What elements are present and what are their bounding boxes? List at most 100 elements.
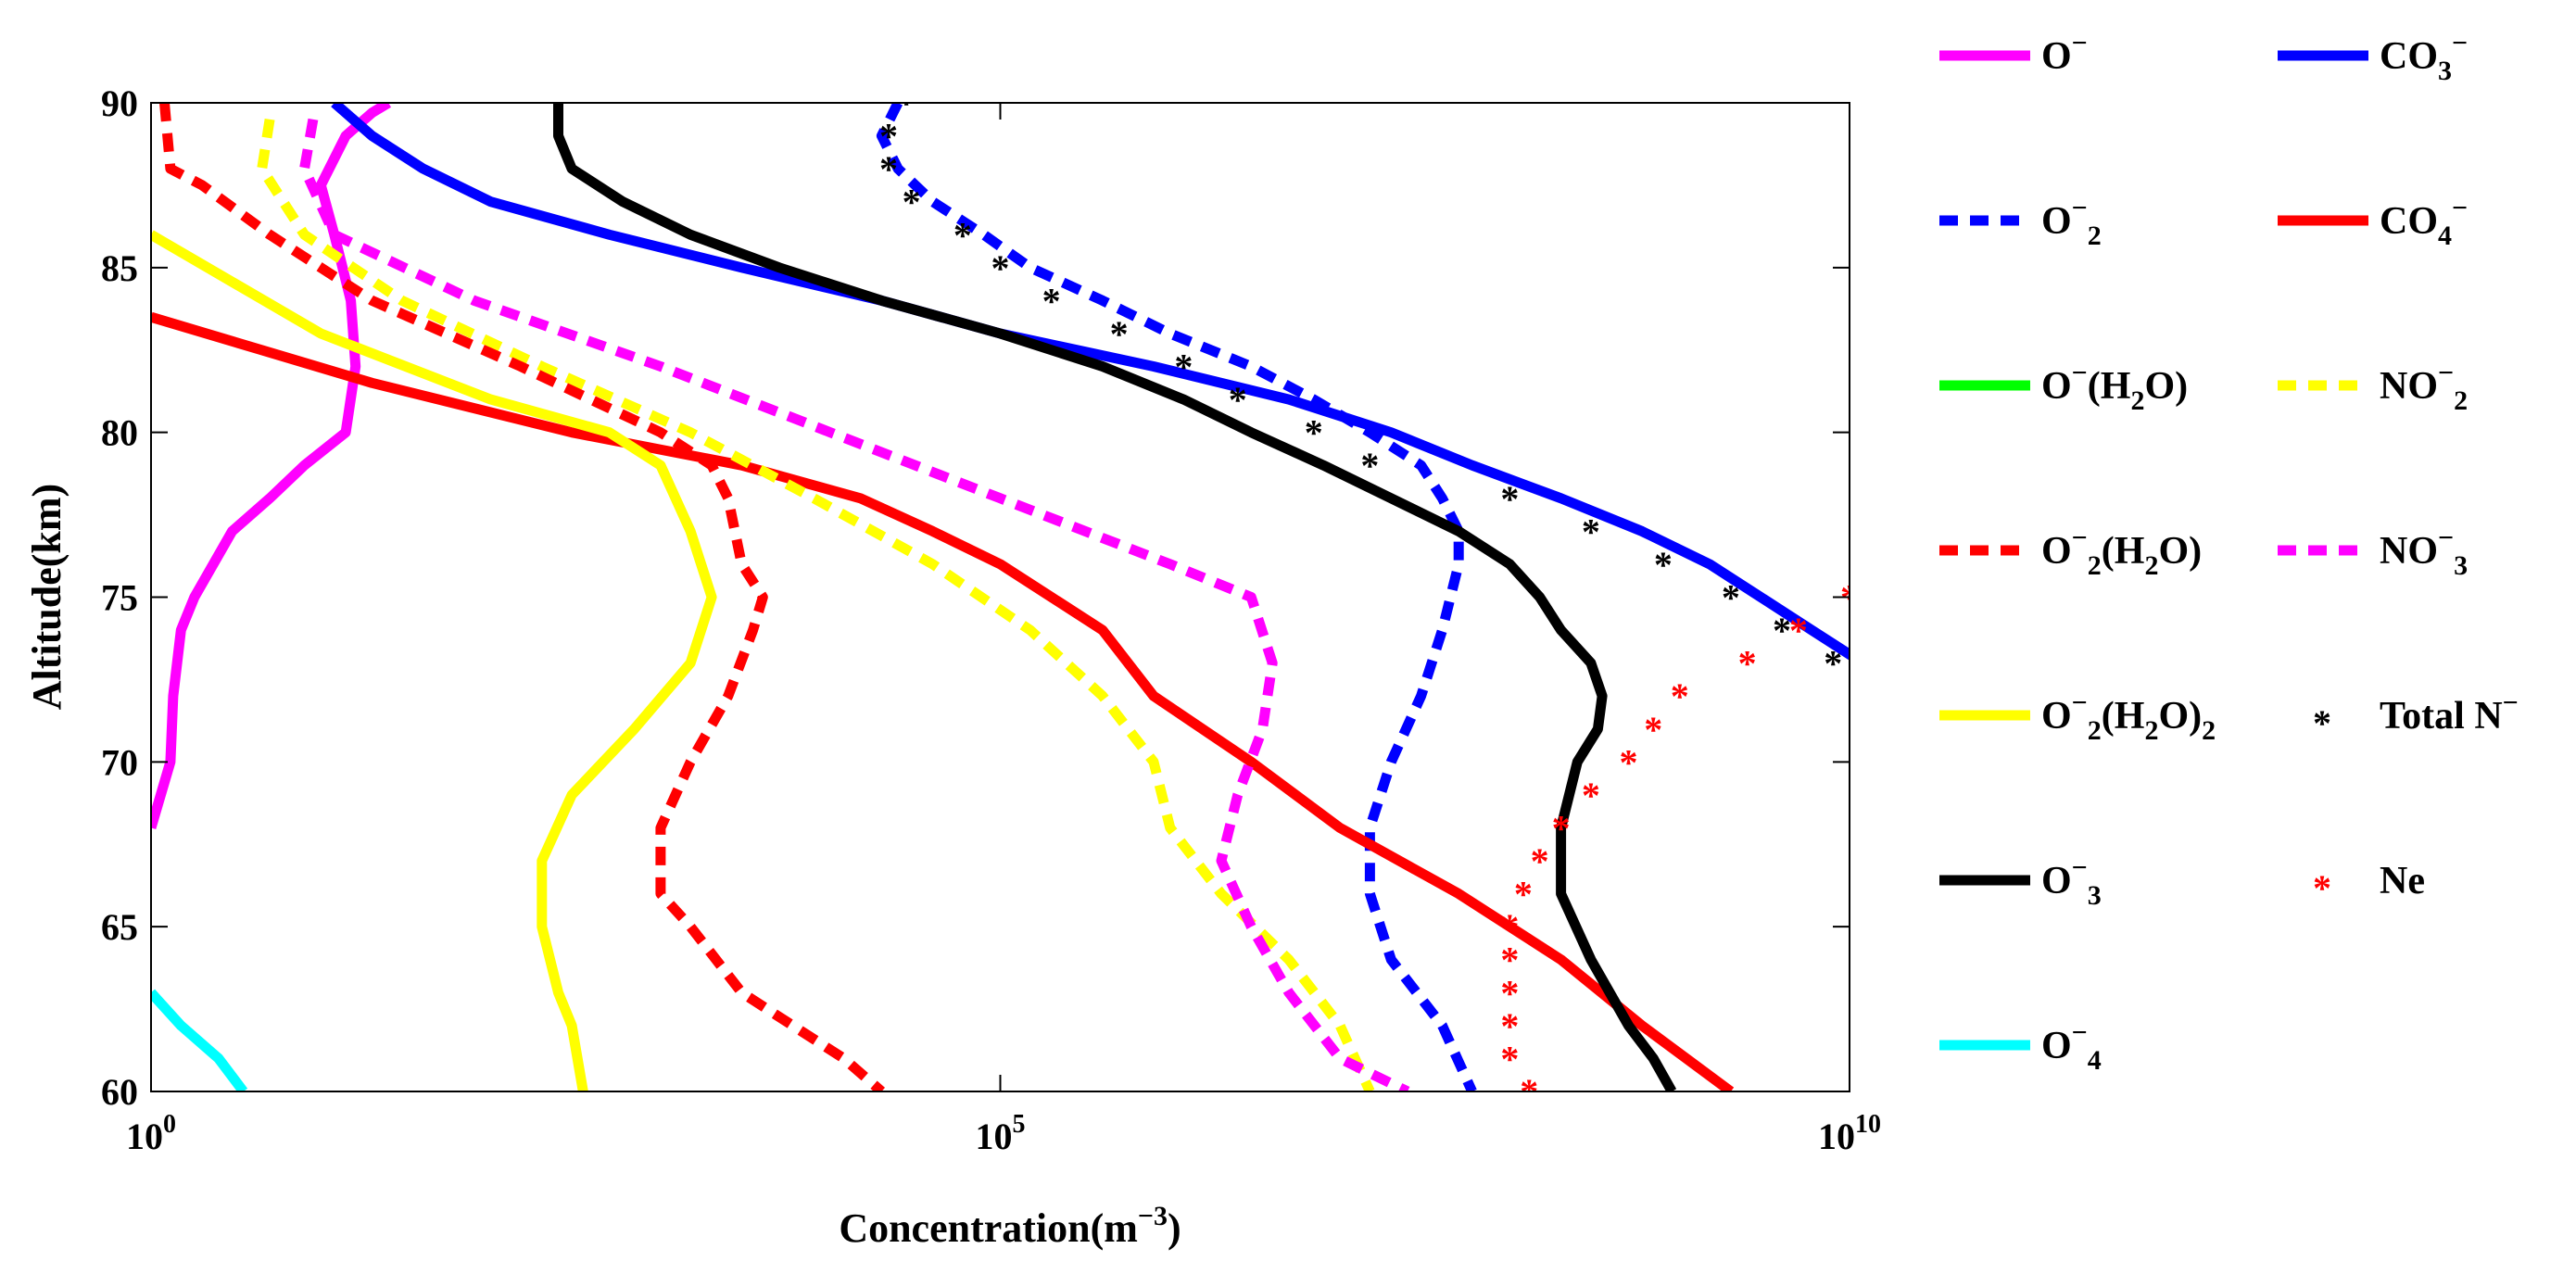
legend-label: O−2(H2O)2 [2041, 687, 2216, 746]
x-tick-label: 105 [976, 1110, 1026, 1157]
legend-label: O−2(H2O) [2041, 523, 2202, 581]
series-total_n: ******************************* [879, 103, 2096, 1113]
ne-marker: * [1789, 610, 1808, 651]
legend-item-o_minus: O− [1939, 28, 2088, 78]
x-tick-label: 1010 [1818, 1110, 1881, 1157]
o2_h2o-line [159, 103, 886, 1091]
no3_minus-line [299, 118, 1410, 1091]
ne-marker: * [1500, 906, 1519, 948]
legend-label: O−(H2O) [2041, 358, 2188, 416]
ne-marker: * [1926, 247, 1945, 289]
legend-label: NO−2 [2380, 358, 2468, 416]
total_n-marker: * [1870, 675, 1888, 717]
total_n-marker: * [1042, 280, 1061, 322]
x-axis-label-end: ) [1168, 1205, 1181, 1251]
ne-marker: * [1921, 214, 1939, 256]
legend-label: O−2 [2041, 193, 2102, 251]
ne-marker: * [1500, 1038, 1519, 1079]
ne-marker: * [1921, 511, 1939, 552]
co4_minus-line [151, 311, 1735, 1091]
ne-marker: * [1644, 709, 1662, 751]
ne-marker: * [1738, 643, 1757, 685]
total_n-marker: * [1913, 775, 1932, 816]
legend-item-o_h2o: O−(H2O) [1939, 358, 2188, 416]
ne-marker: * [1582, 775, 1600, 816]
total_n-marker: * [1654, 544, 1673, 586]
legend-label: NO−3 [2380, 523, 2468, 581]
ne-marker: * [1500, 972, 1519, 1014]
series-co4_minus [151, 311, 1735, 1091]
total_n-marker: * [1500, 478, 1519, 520]
legend-item-co3_minus: CO3− [2278, 28, 2468, 86]
legend: O− CO3− O−2 CO4− O−(H2O) NO−2 O−2(H2O) NO−3 O−2(… [1939, 28, 2519, 1076]
o4_minus-line [151, 989, 248, 1091]
ne-marker: * [1933, 478, 1951, 520]
total_n-marker: * [1305, 412, 1323, 454]
axis-layer: 60 65 70 75 80 85 90 100 105 1010 [101, 82, 1881, 1157]
legend-item-o2_h2o: O−2(H2O) [1939, 523, 2202, 581]
legend-item-no2_minus: NO−2 [2278, 358, 2468, 416]
total_n-marker: * [879, 148, 898, 190]
x-axis-label-base: Concentration(m [839, 1205, 1138, 1251]
y-tick-label: 75 [101, 577, 138, 619]
legend-item-total_n: * Total N− [2313, 687, 2519, 744]
legend-item-o2_h2o_2: O−2(H2O)2 [1939, 687, 2216, 746]
total_n-marker: * [1174, 347, 1193, 388]
y-axis-label: Altitude(km) [24, 484, 69, 710]
y-tick-label: 80 [101, 412, 138, 454]
series-no2_minus [257, 118, 1375, 1091]
legend-item-o4_minus: O−4 [1939, 1017, 2102, 1076]
legend-label: CO3− [2380, 28, 2468, 86]
legend-label: CO4− [2380, 193, 2468, 251]
legend-item-no3_minus: NO−3 [2278, 523, 2468, 581]
x-tick-label: 100 [126, 1110, 176, 1157]
ne-marker: * [1520, 1071, 1538, 1113]
total_n-marker: * [1921, 906, 1939, 948]
o3_minus-line [553, 103, 1677, 1091]
ne-marker: * [1921, 182, 1939, 223]
total_n-marker: * [1824, 643, 1842, 685]
series-o2_h2o [159, 103, 886, 1091]
ne-marker: * [1933, 313, 1951, 355]
ne-marker: * [1959, 148, 1977, 190]
series-o2_h2o_2 [151, 230, 717, 1091]
y-tick-label: 90 [101, 82, 138, 124]
total_n-marker: * [1908, 741, 1926, 783]
ne-marker: * [1552, 807, 1571, 849]
total_n-marker: * [1582, 511, 1600, 552]
legend-marker: * [2313, 702, 2331, 744]
plot-background [151, 103, 1850, 1091]
series-layer: ****************************************… [151, 82, 2110, 1113]
legend-label: O−3 [2041, 852, 2102, 911]
ne-marker: * [1942, 412, 1961, 454]
total_n-marker: * [991, 247, 1010, 289]
total_n-marker: * [1360, 445, 1379, 486]
ne-marker: * [1531, 840, 1549, 882]
y-tick-label: 60 [101, 1071, 138, 1113]
series-no3_minus [299, 118, 1410, 1091]
series-co3_minus [331, 103, 1850, 661]
ne-marker: * [2040, 116, 2059, 158]
y-tick-label: 85 [101, 247, 138, 289]
co3_minus-line [331, 103, 1850, 661]
y-tick-label: 70 [101, 741, 138, 783]
total_n-marker: * [1942, 940, 1961, 981]
ne-marker: * [2091, 82, 2110, 124]
no2_minus-line [257, 118, 1375, 1091]
total_n-marker: * [1973, 972, 1991, 1014]
legend-label: Ne [2380, 860, 2425, 902]
legend-item-o3_minus: O−3 [1939, 852, 2102, 911]
total_n-marker: * [2077, 1071, 2096, 1113]
total_n-marker: * [1229, 379, 1247, 421]
legend-item-o2_minus: O−2 [1939, 193, 2102, 251]
total_n-marker: * [953, 214, 972, 256]
ne-marker: * [1500, 1005, 1519, 1047]
y-tick-label: 65 [101, 906, 138, 948]
ne-marker: * [1500, 940, 1519, 981]
legend-item-ne: * Ne [2313, 860, 2425, 909]
total_n-marker: * [879, 116, 898, 158]
total_n-marker: * [903, 182, 921, 223]
ne-marker: * [1938, 445, 1957, 486]
ne-marker: * [1620, 741, 1638, 783]
